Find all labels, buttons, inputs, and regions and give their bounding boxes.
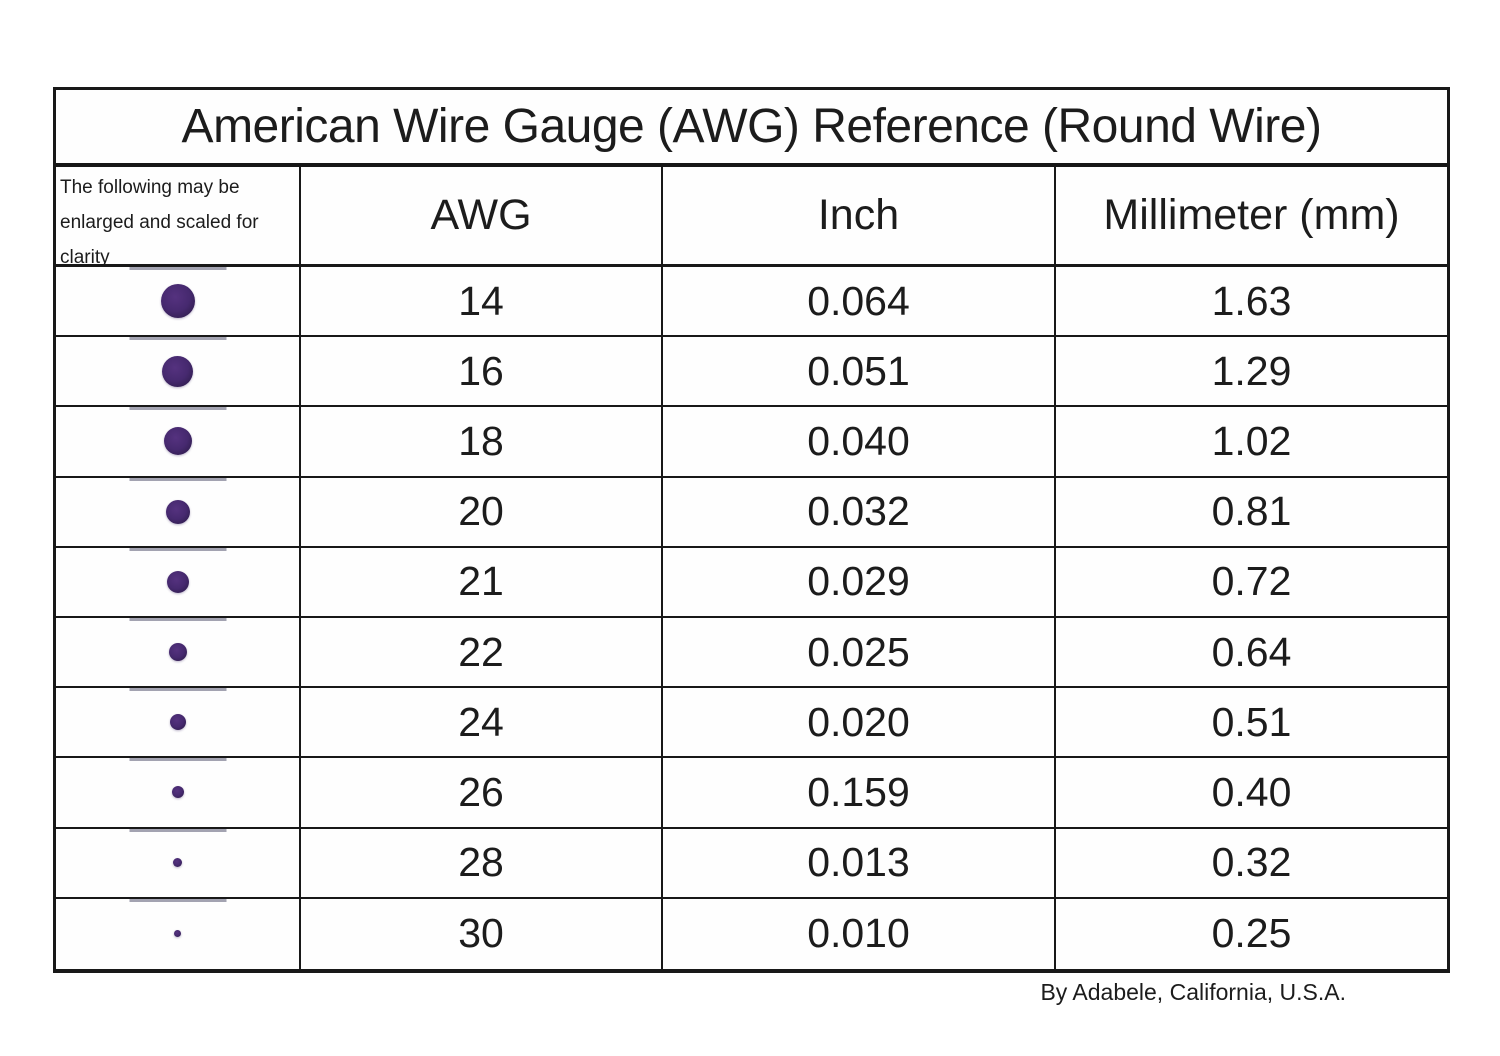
wire-size-dot	[169, 714, 186, 731]
inch-value-cell: 0.040	[663, 407, 1056, 478]
awg-value-cell: 14	[301, 267, 663, 338]
column-header-inch: Inch	[663, 167, 1056, 267]
wire-dot-cell	[56, 547, 301, 618]
inch-value-cell: 0.032	[663, 477, 1056, 548]
mm-value-cell: 0.51	[1056, 688, 1447, 759]
wire-size-dot	[162, 355, 193, 387]
wire-size-dot	[165, 499, 190, 524]
awg-value-cell: 30	[301, 898, 663, 969]
wire-dot-cell	[56, 758, 301, 829]
wire-dot-cell	[56, 337, 301, 408]
wire-size-dot	[160, 284, 195, 319]
wire-size-dot	[168, 643, 187, 662]
inch-value-cell: 0.010	[663, 898, 1056, 969]
wire-dot-cell	[56, 267, 301, 338]
awg-value-cell: 16	[301, 337, 663, 408]
wire-size-dot	[173, 858, 182, 868]
inch-value-cell: 0.025	[663, 617, 1056, 689]
awg-value-cell: 24	[301, 688, 663, 759]
wire-dot-cell	[56, 617, 301, 689]
mm-value-cell: 0.40	[1056, 758, 1447, 829]
awg-value-cell: 26	[301, 758, 663, 829]
mm-value-cell: 1.63	[1056, 267, 1447, 338]
attribution-text: By Adabele, California, U.S.A.	[1040, 979, 1346, 1005]
wire-size-dot	[163, 427, 192, 456]
inch-value-cell: 0.051	[663, 337, 1056, 408]
wire-size-dot	[174, 930, 181, 938]
mm-value-cell: 0.25	[1211, 910, 1292, 957]
table-title: American Wire Gauge (AWG) Reference (Rou…	[56, 90, 1447, 167]
mm-value-cell: 0.64	[1056, 618, 1447, 689]
wire-size-dot	[166, 570, 189, 593]
inch-value-cell: 0.064	[663, 267, 1056, 338]
wire-dot-cell	[56, 898, 301, 969]
wire-dot-cell	[56, 477, 301, 548]
mm-value-cell: 0.32	[1056, 829, 1447, 899]
mm-value-cell: 0.81	[1056, 478, 1447, 548]
inch-value-cell: 0.013	[663, 828, 1056, 899]
mm-value-cell: 1.02	[1056, 407, 1447, 478]
awg-value-cell: 28	[301, 828, 663, 899]
column-header-awg: AWG	[301, 167, 663, 267]
awg-value-cell: 20	[301, 477, 663, 548]
inch-value-cell: 0.020	[663, 688, 1056, 759]
awg-reference-table: American Wire Gauge (AWG) Reference (Rou…	[53, 87, 1450, 973]
wire-dot-cell	[56, 828, 301, 899]
awg-value-cell: 21	[301, 547, 663, 618]
wire-dot-cell	[56, 407, 301, 478]
mm-value-cell: 0.72	[1056, 548, 1447, 618]
inch-value-cell: 0.029	[663, 547, 1056, 618]
scaling-note: The following may be enlarged and scaled…	[56, 167, 301, 267]
awg-value-cell: 22	[301, 617, 663, 689]
column-header-mm: Millimeter (mm)	[1056, 167, 1447, 267]
inch-value-cell: 0.159	[663, 758, 1056, 829]
wire-dot-cell	[56, 688, 301, 759]
mm-value-cell: 1.29	[1056, 337, 1447, 408]
awg-value-cell: 18	[301, 407, 663, 478]
wire-size-dot	[171, 786, 184, 799]
